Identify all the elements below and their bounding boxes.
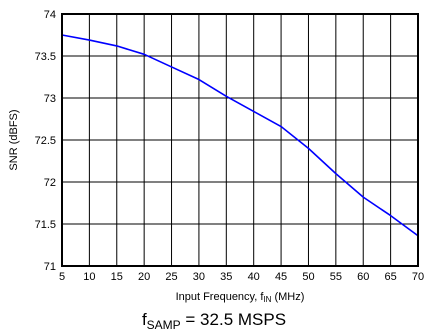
y-tick-label: 72.5 [35, 135, 56, 147]
x-tick-label: 35 [220, 271, 232, 283]
y-axis-label: SNR (dBFS) [8, 109, 20, 170]
x-tick-label: 5 [59, 271, 65, 283]
x-tick-label: 25 [165, 271, 177, 283]
y-tick-label: 72 [44, 177, 56, 189]
y-tick-label: 73 [44, 93, 56, 105]
x-tick-label: 60 [357, 271, 369, 283]
chart-caption: fSAMP = 32.5 MSPS [142, 310, 286, 332]
x-axis-label-main: Input Frequency, f [176, 291, 265, 303]
y-tick-labels: 71 71.5 72 72.5 73 73.5 74 [35, 9, 56, 273]
y-tick-label: 71 [44, 261, 56, 273]
x-tick-label: 40 [248, 271, 260, 283]
x-tick-label: 10 [83, 271, 95, 283]
caption-subscript: SAMP [147, 318, 181, 332]
series-layer [61, 34, 419, 237]
x-tick-label: 20 [138, 271, 150, 283]
caption-value: = 32.5 MSPS [181, 310, 286, 329]
grid-lines [61, 13, 419, 267]
plot-frame [61, 13, 419, 267]
x-axis-label-unit: (MHz) [271, 291, 304, 303]
caption-main: f [142, 310, 147, 329]
x-tick-label: 65 [384, 271, 396, 283]
x-tick-label: 70 [412, 271, 424, 283]
y-tick-label: 74 [44, 9, 56, 21]
x-axis-label-subscript: IN [263, 295, 271, 304]
x-tick-label: 55 [330, 271, 342, 283]
x-tick-label: 50 [302, 271, 314, 283]
y-tick-label: 73.5 [35, 51, 56, 63]
x-tick-label: 30 [193, 271, 205, 283]
y-tick-label: 71.5 [35, 219, 56, 231]
x-axis-label: Input Frequency, fIN (MHz) [176, 291, 305, 304]
snr-series-line [61, 34, 419, 237]
x-tick-label: 15 [111, 271, 123, 283]
x-tick-label: 45 [275, 271, 287, 283]
x-tick-labels: 5 10 15 20 25 30 35 40 45 50 55 60 65 70 [59, 271, 424, 283]
